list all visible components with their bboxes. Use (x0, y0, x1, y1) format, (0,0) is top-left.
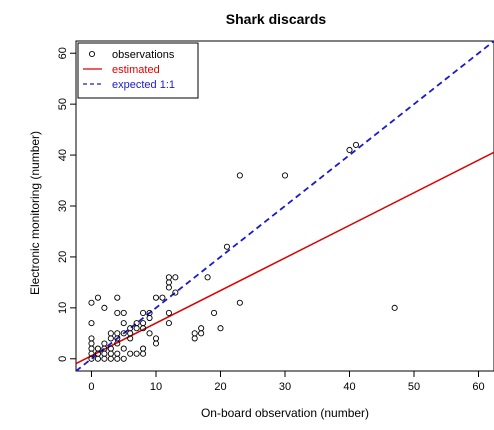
data-point (133, 350, 140, 357)
data-point (120, 345, 127, 352)
x-tick-label: 20 (214, 381, 226, 393)
data-point (165, 274, 172, 281)
data-point (120, 320, 127, 327)
data-point (127, 330, 134, 337)
data-point (101, 340, 108, 347)
data-point (101, 350, 108, 357)
data-point (107, 345, 114, 352)
data-point (107, 355, 114, 362)
data-point (165, 320, 172, 327)
legend-label-expected-1-1: expected 1:1 (112, 79, 175, 91)
legend-label-estimated: estimated (112, 64, 160, 76)
estimated-line (76, 151, 494, 365)
data-point (391, 304, 398, 311)
y-tick-label: 50 (57, 98, 69, 110)
x-tick-label: 10 (150, 381, 162, 393)
data-point (146, 314, 153, 322)
data-point (146, 330, 153, 337)
data-point (165, 284, 172, 291)
data-point (140, 345, 147, 352)
y-tick-label: 10 (57, 302, 69, 314)
x-tick-label: 40 (343, 381, 355, 393)
data-point (107, 330, 114, 337)
data-point (152, 340, 160, 347)
data-point (191, 335, 198, 342)
data-point (146, 309, 153, 316)
data-point (88, 345, 95, 352)
data-point (172, 289, 179, 296)
data-point (101, 304, 108, 311)
axes: 0 10 20 30 40 50 60 0 10 20 30 40 50 60 (57, 47, 485, 393)
data-point (346, 146, 353, 154)
y-axis-label: Electronic monitoring (number) (28, 131, 42, 295)
data-point (198, 330, 205, 337)
data-point (165, 279, 172, 286)
data-point (191, 330, 198, 337)
legend-label-observations: observations (112, 49, 175, 61)
data-point (217, 325, 224, 332)
data-point (127, 350, 134, 357)
data-point (152, 294, 160, 301)
data-point (88, 340, 95, 347)
expected-1-1-line (76, 41, 494, 371)
data-point (107, 350, 114, 357)
x-tick-label: 0 (88, 381, 94, 393)
data-point (114, 350, 121, 357)
legend-box (77, 42, 199, 99)
data-point (223, 243, 230, 250)
y-tick-label: 60 (57, 47, 69, 59)
data-point (198, 325, 205, 332)
y-tick-label: 30 (57, 200, 69, 212)
data-point (140, 309, 147, 316)
data-point (133, 320, 140, 327)
data-point (107, 335, 114, 342)
x-tick-label: 30 (279, 381, 291, 393)
data-point (94, 345, 101, 352)
data-point (88, 320, 95, 327)
data-point (133, 325, 140, 332)
data-point (88, 299, 95, 306)
data-point (140, 320, 147, 327)
data-point (236, 299, 243, 306)
data-point (120, 355, 127, 362)
data-point (127, 325, 134, 332)
x-tick-label: 60 (472, 381, 484, 393)
legend: observations estimated expected 1:1 (77, 42, 199, 99)
data-point (114, 309, 121, 316)
data-point (352, 141, 360, 148)
data-point (172, 274, 179, 281)
x-tick-label: 50 (408, 381, 420, 393)
data-point (210, 309, 218, 316)
data-point (101, 355, 108, 362)
data-point (114, 294, 121, 301)
data-point (120, 330, 127, 337)
data-point (165, 309, 172, 316)
chart-title: Shark discards (226, 11, 327, 27)
data-point (204, 274, 211, 281)
data-point (94, 355, 101, 362)
y-tick-label: 0 (57, 356, 69, 362)
data-point (140, 350, 147, 357)
data-point (114, 330, 121, 337)
data-point (236, 172, 243, 179)
plot-area (76, 41, 494, 371)
data-point (281, 172, 289, 179)
data-point (88, 335, 95, 342)
data-point (94, 294, 101, 301)
x-axis-label: On-board observation (number) (201, 406, 369, 420)
y-tick-label: 20 (57, 251, 69, 263)
data-point (120, 309, 127, 316)
legend-symbol-observations (88, 50, 96, 58)
data-point (114, 355, 121, 362)
data-point (159, 294, 166, 301)
data-point (152, 335, 160, 342)
y-tick-label: 40 (57, 149, 69, 161)
